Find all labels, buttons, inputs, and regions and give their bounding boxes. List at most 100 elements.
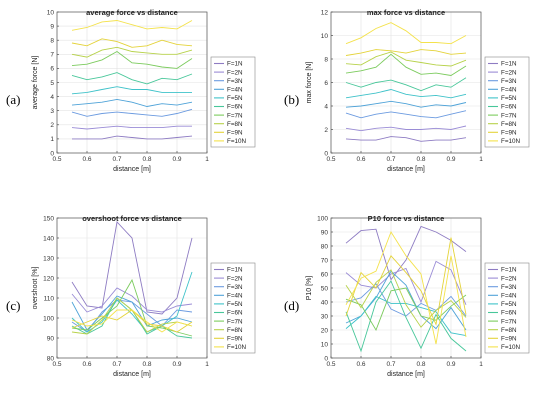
x-tick-label: 1 xyxy=(479,361,483,368)
legend-entry: F=3N xyxy=(227,78,243,85)
x-tick-label: 1 xyxy=(205,361,209,368)
x-tick-label: 0.5 xyxy=(52,156,61,163)
y-tick-label: 6 xyxy=(324,80,328,87)
legend-entry: F=2N xyxy=(227,275,243,282)
y-tick-label: 120 xyxy=(43,275,54,282)
legend-entry: F=7N xyxy=(501,112,517,119)
legend-entry: F=2N xyxy=(227,69,243,76)
y-tick-label: 3 xyxy=(50,108,54,115)
series-line-F=2N xyxy=(71,287,193,313)
legend-entry: F=8N xyxy=(501,121,517,128)
y-tick-label: 80 xyxy=(321,243,329,250)
legend-entry: F=1N xyxy=(227,61,243,68)
legend-entry: F=4N xyxy=(227,293,243,300)
y-tick-label: 6 xyxy=(50,66,54,73)
y-tick-label: 4 xyxy=(324,103,328,110)
y-tick-label: 100 xyxy=(43,315,54,322)
y-tick-label: 30 xyxy=(321,313,329,320)
y-tick-label: 1 xyxy=(50,136,54,143)
y-tick-label: 0 xyxy=(324,355,328,362)
series-line-F=1N xyxy=(72,135,193,140)
legend-entry: F=1N xyxy=(501,267,517,274)
x-tick-label: 0.9 xyxy=(446,156,455,163)
legend: F=1NF=2N F=3N F=4NF=5N F=6NF=7N F=8N F=9NF=10… xyxy=(484,262,530,354)
y-axis-label: average force [N] xyxy=(32,56,39,110)
series-line-F=10N xyxy=(71,309,193,333)
panel-letter-b: (b) xyxy=(284,92,300,107)
legend-entry: F=5N xyxy=(501,95,517,102)
legend-entry: F=2N xyxy=(501,69,517,76)
y-tick-label: 10 xyxy=(321,33,329,40)
axes-box xyxy=(56,217,208,359)
legend-entry: F=5N xyxy=(227,95,243,102)
panel-letter-d: (d) xyxy=(284,298,300,313)
legend-entry: F=3N xyxy=(501,284,517,291)
chart-title: average force vs distance xyxy=(86,8,178,17)
y-tick-label: 70 xyxy=(321,257,329,264)
y-tick-label: 2 xyxy=(324,127,328,134)
x-axis-label: distance [m] xyxy=(113,166,151,173)
legend-entry: F=6N xyxy=(501,310,517,317)
y-tick-label: 140 xyxy=(43,235,54,242)
x-tick-label: 0.8 xyxy=(416,361,425,368)
y-tick-label: 8 xyxy=(324,56,328,63)
x-axis-label: distance [m] xyxy=(387,166,425,173)
panel-letter-a: (a) xyxy=(6,92,21,107)
legend-entry: F=10N xyxy=(227,138,247,145)
y-tick-label: 4 xyxy=(50,94,54,101)
series-line-F=1N xyxy=(345,225,467,281)
y-tick-label: 100 xyxy=(317,215,328,222)
x-tick-label: 0.9 xyxy=(172,156,181,163)
legend-entry: F=10N xyxy=(501,138,521,145)
legend-entry: F=1N xyxy=(227,267,243,274)
legend-entry: F=6N xyxy=(227,104,243,111)
x-tick-label: 0.5 xyxy=(326,156,335,163)
legend: F=1NF=2N F=3N F=4NF=5N F=6NF=7N F=8N F=9NF=10… xyxy=(484,56,530,148)
legend-entry: F=2N xyxy=(501,275,517,282)
y-tick-label: 150 xyxy=(43,215,54,222)
y-tick-label: 110 xyxy=(44,295,55,302)
series-line-F=10N xyxy=(345,230,467,345)
legend: F=1NF=2N F=3N F=4NF=5N F=6NF=7N F=8N F=9NF=10… xyxy=(210,56,256,148)
legend-entry: F=5N xyxy=(501,301,517,308)
legend-entry: F=7N xyxy=(227,112,243,119)
legend-entry: F=9N xyxy=(501,130,517,137)
series-line-F=3N xyxy=(345,283,467,317)
y-axis-label: overshoot [%] xyxy=(32,267,39,310)
panel-letter-c: (c) xyxy=(6,298,21,313)
legend-entry: F=6N xyxy=(227,310,243,317)
axes-box xyxy=(330,217,482,359)
series-line-F=8N xyxy=(71,46,193,58)
series-line-F=9N xyxy=(345,49,467,56)
y-tick-label: 10 xyxy=(321,341,329,348)
x-tick-label: 0.9 xyxy=(446,361,455,368)
series-line-F=9N xyxy=(71,38,193,48)
legend-entry: F=10N xyxy=(501,344,521,351)
series-line-F=2N xyxy=(71,125,192,130)
y-tick-label: 0 xyxy=(324,150,328,157)
legend-entry: F=9N xyxy=(227,336,243,343)
x-tick-label: 0.6 xyxy=(82,156,91,163)
legend-entry: F=8N xyxy=(501,327,517,334)
y-tick-label: 130 xyxy=(43,255,54,262)
y-axis-label: max force [N] xyxy=(306,62,313,104)
series-line-F=10N xyxy=(345,22,467,45)
x-tick-label: 1 xyxy=(479,156,483,163)
series-line-F=3N xyxy=(345,110,467,119)
legend-entry: F=7N xyxy=(501,318,517,325)
series-line-F=7N xyxy=(345,287,467,332)
series-line-F=4N xyxy=(345,100,467,108)
series-line-F=6N xyxy=(345,280,467,353)
x-tick-label: 0.7 xyxy=(386,361,395,368)
chart-3: 0.5 0.6 0.7 0.8 0.9 1 80 90 100 110 120 130 140 150 ov… xyxy=(32,214,256,378)
x-tick-label: 0.5 xyxy=(326,361,335,368)
legend-entry: F=5N xyxy=(227,301,243,308)
y-tick-label: 40 xyxy=(321,299,329,306)
y-tick-label: 10 xyxy=(47,9,55,16)
y-tick-label: 12 xyxy=(321,9,329,16)
y-tick-label: 80 xyxy=(47,355,55,362)
legend: F=1NF=2N F=3N F=4NF=5N F=6NF=7N F=8N F=9NF=10… xyxy=(210,262,256,354)
y-tick-label: 9 xyxy=(50,23,54,30)
